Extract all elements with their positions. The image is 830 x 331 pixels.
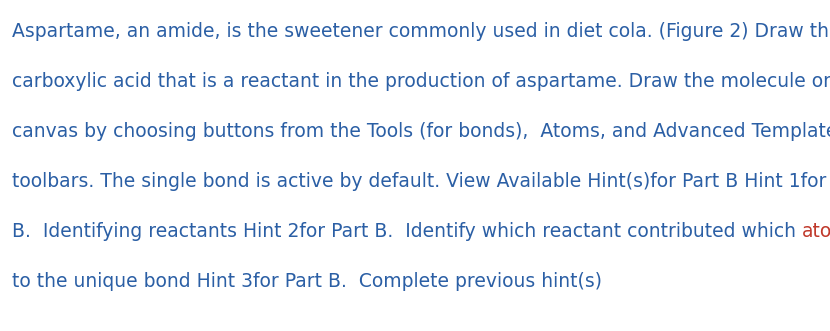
Text: carboxylic acid that is a reactant in the production of aspartame. Draw the mole: carboxylic acid that is a reactant in th… [12, 72, 830, 91]
Text: canvas by choosing buttons from the Tools (for bonds),  Atoms, and Advanced Temp: canvas by choosing buttons from the Tool… [12, 122, 830, 141]
Text: atom: atom [802, 222, 830, 241]
Text: Aspartame, an amide, is the sweetener commonly used in diet cola. (Figure 2) Dra: Aspartame, an amide, is the sweetener co… [12, 22, 830, 41]
Text: toolbars. The single bond is active by default. View Available Hint(s)for Part B: toolbars. The single bond is active by d… [12, 172, 830, 191]
Text: to the unique bond Hint 3for Part B.  Complete previous hint(s): to the unique bond Hint 3for Part B. Com… [12, 272, 602, 291]
Text: B.  Identifying reactants Hint 2for Part B.  Identify which reactant contributed: B. Identifying reactants Hint 2for Part … [12, 222, 802, 241]
